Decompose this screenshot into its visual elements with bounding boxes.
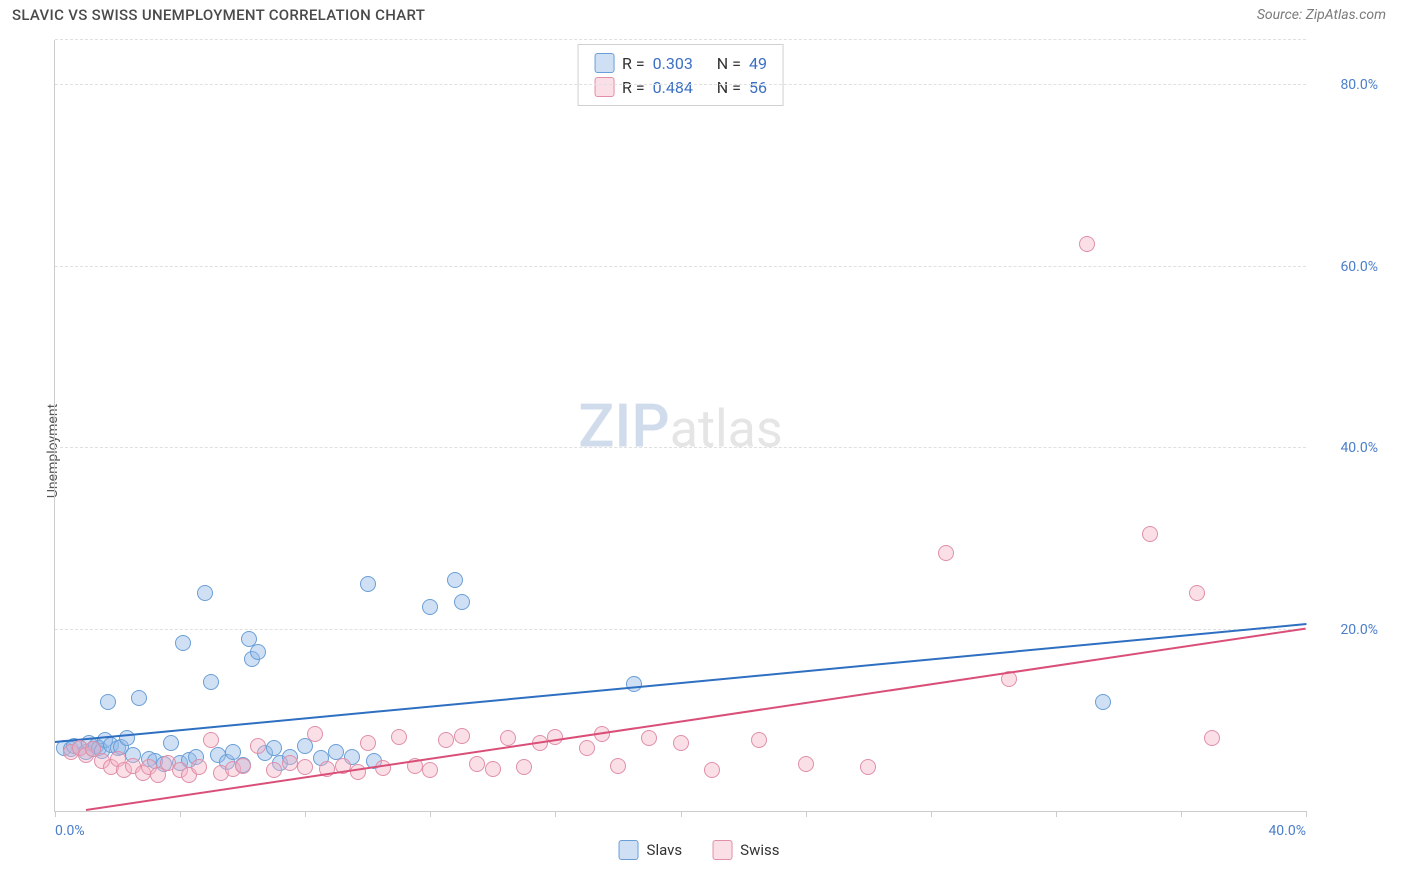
stats-legend-box: R = 0.303 N = 49R = 0.484 N = 56	[577, 44, 784, 106]
x-tick	[1181, 811, 1182, 817]
data-point	[250, 644, 266, 660]
y-tick-label: 20.0%	[1340, 622, 1378, 638]
y-tick-label: 60.0%	[1340, 259, 1378, 275]
data-point	[610, 758, 626, 774]
data-point	[266, 740, 282, 756]
data-point	[235, 758, 251, 774]
data-point	[203, 674, 219, 690]
gridline	[55, 84, 1306, 85]
watermark: ZIPatlas	[578, 390, 783, 461]
data-point	[163, 735, 179, 751]
data-point	[447, 572, 463, 588]
legend-label: Swiss	[740, 841, 779, 859]
x-tick	[931, 811, 932, 817]
x-tick	[1056, 811, 1057, 817]
data-point	[1095, 694, 1111, 710]
legend-item: Swiss	[712, 840, 779, 860]
gridline	[55, 266, 1306, 267]
data-point	[798, 756, 814, 772]
x-tick	[430, 811, 431, 817]
data-point	[197, 585, 213, 601]
gridline	[55, 447, 1306, 448]
x-tick	[55, 811, 56, 817]
legend-swatch	[619, 840, 639, 860]
data-point	[454, 728, 470, 744]
x-tick	[681, 811, 682, 817]
gridline	[55, 629, 1306, 630]
data-point	[938, 545, 954, 561]
gridline	[55, 39, 1306, 40]
legend-swatch	[594, 77, 614, 97]
data-point	[250, 738, 266, 754]
source-label: Source: ZipAtlas.com	[1257, 7, 1386, 23]
data-point	[422, 762, 438, 778]
plot-area: ZIPatlas R = 0.303 N = 49R = 0.484 N = 5…	[54, 40, 1306, 812]
data-point	[175, 635, 191, 651]
data-point	[500, 730, 516, 746]
x-tick	[180, 811, 181, 817]
trend-line	[86, 628, 1306, 811]
data-point	[100, 694, 116, 710]
data-point	[422, 599, 438, 615]
data-point	[1079, 236, 1095, 252]
data-point	[297, 759, 313, 775]
data-point	[131, 690, 147, 706]
y-tick-label: 80.0%	[1340, 77, 1378, 93]
data-point	[626, 676, 642, 692]
data-point	[1189, 585, 1205, 601]
data-point	[350, 764, 366, 780]
data-point	[579, 740, 595, 756]
data-point	[391, 729, 407, 745]
chart-container: Unemployment ZIPatlas R = 0.303 N = 49R …	[12, 40, 1386, 862]
data-point	[641, 730, 657, 746]
data-point	[860, 759, 876, 775]
data-point	[485, 761, 501, 777]
data-point	[360, 735, 376, 751]
x-tick	[555, 811, 556, 817]
data-point	[454, 594, 470, 610]
data-point	[282, 755, 298, 771]
x-tick-label: 0.0%	[55, 823, 85, 839]
x-tick	[305, 811, 306, 817]
x-tick	[1306, 811, 1307, 817]
data-point	[360, 576, 376, 592]
x-tick-label: 40.0%	[1268, 823, 1306, 839]
data-point	[469, 756, 485, 772]
legend-item: Slavs	[619, 840, 683, 860]
data-point	[375, 760, 391, 776]
data-point	[751, 732, 767, 748]
series-legend: Slavs Swiss	[619, 840, 780, 860]
legend-swatch	[712, 840, 732, 860]
data-point	[438, 732, 454, 748]
data-point	[203, 732, 219, 748]
stats-row: R = 0.484 N = 56	[594, 75, 767, 99]
stats-row: R = 0.303 N = 49	[594, 51, 767, 75]
y-tick-label: 40.0%	[1340, 440, 1378, 456]
data-point	[1142, 526, 1158, 542]
data-point	[191, 759, 207, 775]
data-point	[1204, 730, 1220, 746]
legend-swatch	[594, 53, 614, 73]
data-point	[704, 762, 720, 778]
data-point	[673, 735, 689, 751]
data-point	[547, 729, 563, 745]
data-point	[307, 726, 323, 742]
data-point	[516, 759, 532, 775]
data-point	[266, 762, 282, 778]
x-tick	[806, 811, 807, 817]
legend-label: Slavs	[647, 841, 683, 859]
chart-title: SLAVIC VS SWISS UNEMPLOYMENT CORRELATION…	[12, 6, 425, 24]
